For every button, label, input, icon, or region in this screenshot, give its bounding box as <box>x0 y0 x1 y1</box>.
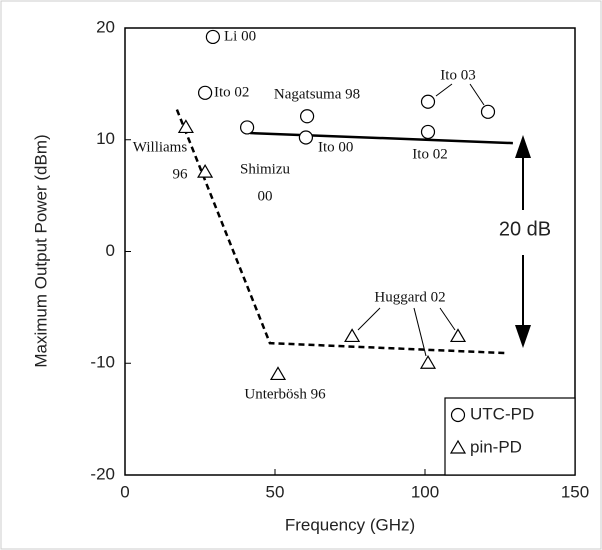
annotation: Ito 00 <box>318 139 353 155</box>
fit-line <box>175 109 509 355</box>
y-tick-label: -20 <box>90 464 115 483</box>
annotation: 00 <box>258 188 273 204</box>
point <box>269 366 287 381</box>
legend-marker <box>450 407 466 423</box>
annotation: Ito 02 <box>412 146 447 162</box>
point <box>240 120 255 135</box>
x-tick-label: 50 <box>266 482 285 501</box>
y-tick-label: -10 <box>90 353 115 372</box>
x-tick-label: 0 <box>120 482 129 501</box>
point <box>197 163 214 178</box>
double-arrow <box>515 135 531 348</box>
legend <box>444 397 576 476</box>
annotation: Li 00 <box>224 28 256 44</box>
point <box>344 328 361 343</box>
fit-line <box>250 131 513 145</box>
point <box>177 119 194 134</box>
point <box>480 104 496 119</box>
x-axis-label: Frequency (GHz) <box>285 515 415 534</box>
point <box>298 130 313 145</box>
point <box>198 85 213 100</box>
annotation: Williams <box>133 139 188 155</box>
point <box>420 124 436 140</box>
annotation: Huggard 02 <box>374 289 445 305</box>
point <box>205 29 220 45</box>
legend-label: pin-PD <box>470 437 522 456</box>
point <box>300 109 315 124</box>
leaders <box>357 83 485 357</box>
x-tick-label: 150 <box>561 482 589 501</box>
point <box>420 94 436 109</box>
legend-label: UTC-PD <box>470 404 534 423</box>
annotation: Shimizu <box>240 161 291 177</box>
x-tick-label: 100 <box>411 482 439 501</box>
annotation: 96 <box>173 166 189 182</box>
legend-marker <box>449 439 467 454</box>
annotation: Ito 03 <box>440 67 475 83</box>
y-tick-label: 20 <box>96 17 115 36</box>
point <box>449 328 467 343</box>
annotation: Nagatsuma 98 <box>274 86 360 102</box>
y-tick-label: 10 <box>96 129 115 148</box>
y-tick-label: 0 <box>106 241 115 260</box>
annotation: Ito 02 <box>214 84 249 100</box>
point <box>419 355 437 369</box>
y-axis-label: Maximum Output Power (dBm) <box>31 134 50 367</box>
annotation: 20 dB <box>499 218 551 240</box>
annotation: Unterbösh 96 <box>244 386 326 402</box>
